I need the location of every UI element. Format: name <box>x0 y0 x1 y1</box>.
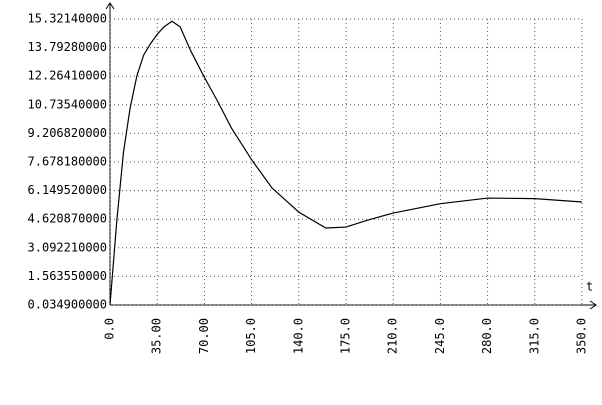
line-series <box>109 20 583 306</box>
y-tick-label: 13.79280000 <box>28 40 107 54</box>
y-tick-label: 0.034900000 <box>28 298 107 312</box>
x-tick-label: 350.0 <box>575 318 589 354</box>
x-tick-label: 0.0 <box>103 318 117 340</box>
y-tick-label: 12.26410000 <box>28 69 107 83</box>
y-tick-label: 15.32140000 <box>28 12 107 26</box>
x-tick-label: 35.00 <box>150 318 164 354</box>
x-axis-label: t <box>586 280 593 294</box>
x-tick-label: 210.0 <box>386 318 400 354</box>
x-tick-label: 70.00 <box>197 318 211 354</box>
x-tick-label: 140.0 <box>291 318 305 354</box>
y-tick-label: 1.563550000 <box>28 269 107 283</box>
x-tick-label: 175.0 <box>339 318 353 354</box>
y-axis-arrow <box>105 2 115 10</box>
y-tick-label: 4.620870000 <box>28 212 107 226</box>
x-tick-label: 245.0 <box>433 318 447 354</box>
x-axis-arrow <box>589 300 597 310</box>
y-tick-label: 10.73540000 <box>28 97 107 111</box>
x-tick-label: 105.0 <box>244 318 258 354</box>
y-tick-label: 7.678180000 <box>28 154 107 168</box>
x-tick-label: 315.0 <box>527 318 541 354</box>
y-tick-label: 6.149520000 <box>28 183 107 197</box>
y-tick-label: 9.206820000 <box>28 126 107 140</box>
y-tick-label: 3.092210000 <box>28 240 107 254</box>
x-tick-label: 280.0 <box>480 318 494 354</box>
